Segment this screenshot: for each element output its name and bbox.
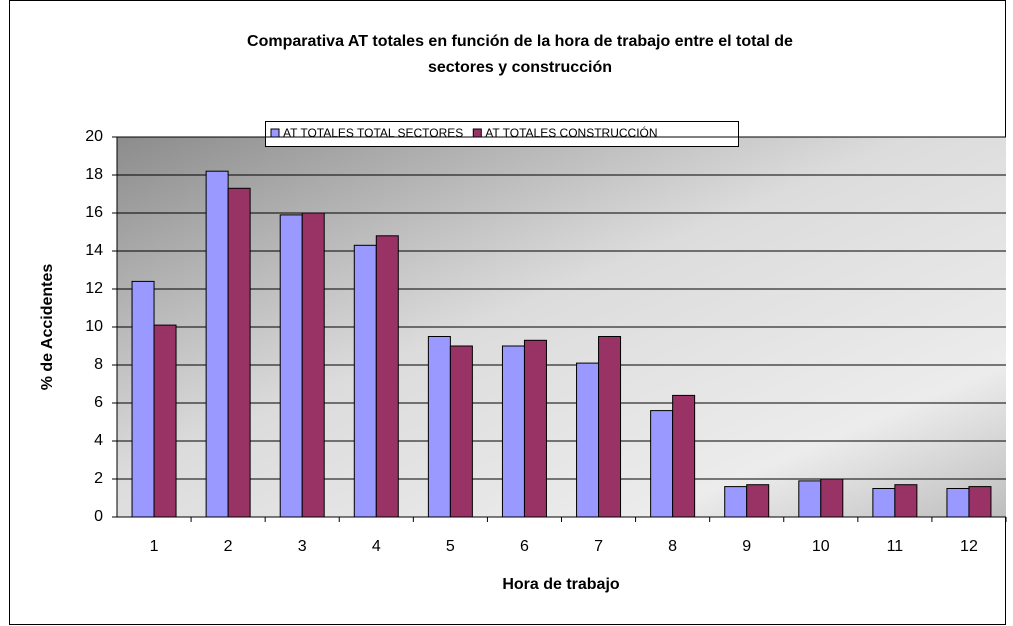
bar <box>946 488 970 518</box>
bar <box>279 214 303 518</box>
x-tick-label: 1 <box>150 538 159 555</box>
legend-swatch <box>270 128 280 138</box>
bar <box>353 244 377 518</box>
bar <box>894 484 918 518</box>
bar <box>968 486 992 518</box>
legend <box>265 121 739 147</box>
x-tick-label: 10 <box>812 538 830 555</box>
y-tick-label: 6 <box>94 394 103 411</box>
bar <box>523 339 547 518</box>
legend-swatch <box>472 128 482 138</box>
legend-label: AT TOTALES TOTAL SECTORES <box>283 126 463 140</box>
bar <box>650 410 674 518</box>
x-tick-label: 11 <box>887 538 904 555</box>
y-axis-title: % de Accidentes <box>39 264 56 391</box>
bar <box>501 345 525 518</box>
bar <box>449 345 473 518</box>
y-tick-label: 4 <box>94 432 103 449</box>
bar <box>153 324 177 518</box>
x-tick-label: 3 <box>298 538 307 555</box>
bar <box>205 170 229 518</box>
bar <box>820 478 844 518</box>
x-tick-label: 6 <box>520 538 529 555</box>
chart-title: sectores y construcción <box>428 59 612 76</box>
y-tick-label: 12 <box>85 280 103 297</box>
bar <box>724 486 748 518</box>
legend-label: AT TOTALES CONSTRUCCIÓN <box>485 125 657 140</box>
y-tick-label: 0 <box>94 508 103 525</box>
bar <box>227 187 251 518</box>
y-tick-label: 18 <box>85 166 103 183</box>
x-tick-label: 2 <box>224 538 233 555</box>
bar <box>798 480 822 518</box>
y-tick-label: 16 <box>85 204 103 221</box>
x-tick-label: 8 <box>668 538 677 555</box>
y-tick-label: 14 <box>85 242 103 259</box>
x-axis-title: Hora de trabajo <box>502 576 620 593</box>
x-tick-label: 9 <box>742 538 751 555</box>
chart-title: Comparativa AT totales en función de la … <box>247 33 793 50</box>
x-tick-label: 7 <box>594 538 603 555</box>
bar <box>598 336 622 518</box>
bar <box>746 484 770 518</box>
y-tick-label: 10 <box>85 318 103 335</box>
y-tick-label: 20 <box>85 128 103 145</box>
bar <box>872 488 896 518</box>
bar <box>301 212 325 518</box>
x-tick-label: 5 <box>446 538 455 555</box>
bar <box>672 394 696 518</box>
bar <box>375 235 399 518</box>
x-tick-label: 12 <box>960 538 978 555</box>
bar <box>131 280 155 518</box>
bar <box>576 362 600 518</box>
bar <box>427 336 451 518</box>
y-tick-label: 2 <box>94 470 103 487</box>
x-tick-label: 4 <box>372 538 381 555</box>
y-tick-label: 8 <box>94 356 103 373</box>
